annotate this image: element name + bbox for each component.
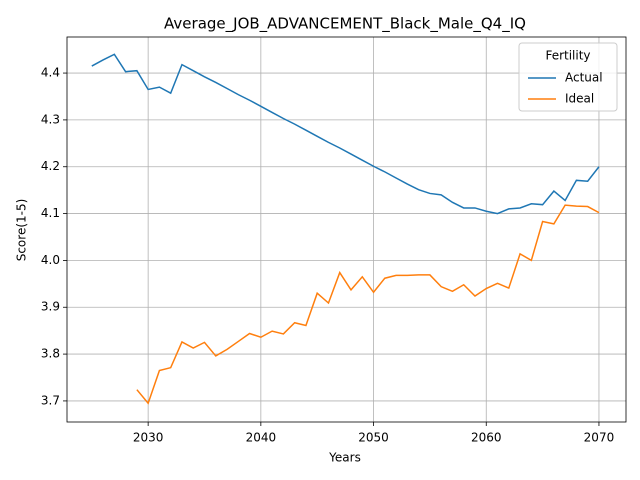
series-line — [91, 53, 600, 215]
y-tick-label: 4.2 — [41, 159, 60, 173]
chart-title: Average_JOB_ADVANCEMENT_Black_Male_Q4_IQ — [164, 15, 526, 34]
y-tick-label: 4.3 — [41, 112, 60, 126]
x-axis-label: Years — [328, 451, 361, 465]
plot-frame — [66, 36, 627, 423]
y-tick-label: 3.7 — [41, 393, 60, 407]
series-line — [136, 204, 600, 405]
legend-box — [518, 42, 618, 112]
x-tick-label: 2030 — [133, 431, 164, 445]
x-tick-label: 2060 — [471, 431, 502, 445]
y-tick-label: 4.0 — [41, 253, 60, 267]
y-tick-label: 4.1 — [41, 206, 60, 220]
y-tick-label: 3.9 — [41, 300, 60, 314]
legend-label: Actual — [565, 71, 603, 85]
legend-title: Fertility — [545, 49, 590, 63]
y-tick-label: 3.8 — [41, 347, 60, 361]
x-tick-label: 2040 — [246, 431, 277, 445]
x-tick-label: 2050 — [358, 431, 389, 445]
y-tick-label: 4.4 — [41, 66, 60, 80]
x-tick-label: 2070 — [584, 431, 615, 445]
legend-label: Ideal — [565, 92, 594, 106]
y-axis-label: Score(1-5) — [15, 199, 29, 262]
